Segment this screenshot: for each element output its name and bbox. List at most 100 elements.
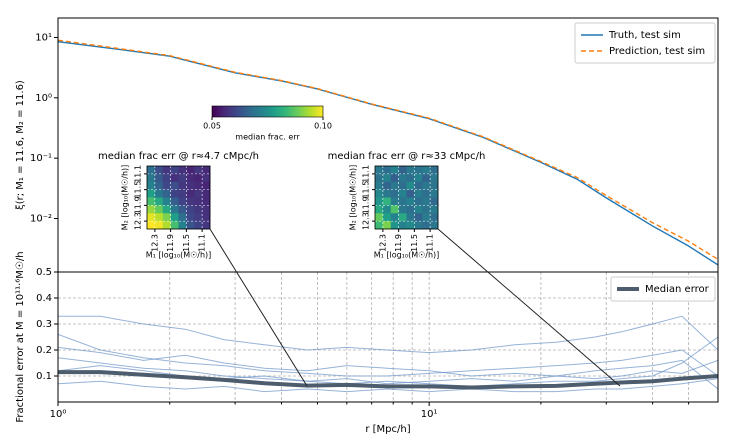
heatmap-cell — [406, 189, 415, 198]
x-tick-label: 11.1 — [198, 234, 207, 252]
heatmap-cell — [202, 173, 211, 183]
heatmap-cell — [170, 189, 179, 198]
heatmap-cell — [414, 221, 423, 230]
heatmap-cell — [178, 213, 187, 222]
y-tick-label: 11.9 — [134, 196, 143, 214]
y-tick-label: 10⁻² — [30, 214, 52, 225]
heatmap-cell — [375, 205, 384, 214]
heatmap-cell — [147, 213, 156, 222]
heatmap-cell — [147, 173, 156, 183]
heatmap-cell — [170, 205, 179, 214]
heatmap-cell — [398, 213, 407, 222]
heatmap-cell — [382, 189, 392, 198]
heatmap-cell — [422, 213, 431, 222]
heatmap-cell — [162, 213, 171, 222]
heatmap-cell — [430, 189, 439, 198]
heatmap-cell — [414, 189, 423, 198]
y-tick-label: 10⁻¹ — [30, 153, 52, 164]
inset-title: median frac err @ r≈4.7 cMpc/h — [98, 151, 259, 162]
sample-line — [58, 315, 718, 354]
heatmap-cell — [422, 221, 431, 230]
heatmap-cell — [202, 166, 211, 175]
heatmap-cell — [375, 197, 384, 206]
y-tick-label: 12.3 — [134, 212, 143, 230]
x-tick-label: 11.5 — [410, 234, 419, 252]
x-tick-label: 11.1 — [426, 234, 435, 252]
x-tick-label: 12.3 — [378, 234, 387, 252]
heatmap-cell — [154, 181, 164, 190]
inset-title: median frac err @ r≈33 cMpc/h — [328, 151, 486, 162]
x-tick-label: 11.5 — [182, 234, 191, 252]
y-tick-label: 0.4 — [36, 293, 52, 304]
colorbar-tick-label: 0.10 — [314, 122, 332, 131]
heatmap-cell — [390, 166, 399, 175]
heatmap-cell — [398, 197, 407, 206]
heatmap-cell — [398, 205, 407, 214]
heatmap-cell — [414, 181, 423, 190]
heatmap-cell — [154, 197, 164, 206]
heatmap-cell — [422, 197, 431, 206]
heatmap-cell — [375, 213, 384, 222]
y-tick-label: 11.5 — [134, 181, 143, 199]
heatmap-cell — [382, 221, 392, 230]
heatmap-cell — [414, 197, 423, 206]
y-tick-label: 11.9 — [362, 196, 371, 214]
x-tick-label: 11.9 — [394, 234, 403, 252]
heatmap-cell — [406, 173, 415, 183]
heatmap-cell — [154, 189, 164, 198]
heatmap-cell — [382, 197, 392, 206]
heatmap-cell — [430, 205, 439, 214]
connector — [437, 228, 621, 387]
inset-x-label: M₁ [log₁₀(M☉/h)] — [374, 251, 440, 260]
heatmap-cell — [390, 197, 399, 206]
heatmap-cell — [170, 197, 179, 206]
heatmap-cell — [154, 213, 164, 222]
x-tick-label: 12.3 — [150, 234, 159, 252]
y-tick-label: 11.5 — [362, 181, 371, 199]
heatmap-cell — [178, 181, 187, 190]
sample-line — [58, 378, 718, 393]
heatmap-cell — [178, 205, 187, 214]
heatmap-cell — [154, 221, 164, 230]
heatmap-cell — [422, 205, 431, 214]
heatmap-cell — [375, 181, 384, 190]
heatmap-cell — [390, 205, 399, 214]
heatmap-cell — [162, 205, 171, 214]
heatmap-cell — [202, 181, 211, 190]
heatmap-cell — [154, 173, 164, 183]
heatmap-cell — [398, 221, 407, 230]
heatmap-cell — [202, 197, 211, 206]
heatmap-cell — [375, 221, 384, 230]
legend-box — [574, 22, 716, 64]
heatmap-cell — [414, 173, 423, 183]
heatmap-cell — [406, 205, 415, 214]
heatmap-cell — [194, 205, 203, 214]
heatmap-cell — [390, 189, 399, 198]
heatmap-cell — [162, 221, 171, 230]
y-tick-label: 0.5 — [36, 267, 52, 278]
heatmap-cell — [202, 205, 211, 214]
heatmap-cell — [390, 173, 399, 183]
heatmap-cell — [406, 197, 415, 206]
y-tick-label: 11.1 — [134, 165, 143, 183]
heatmap-cell — [170, 221, 179, 230]
y-tick-label: 12.3 — [362, 212, 371, 230]
heatmap-cell — [390, 221, 399, 230]
heatmap-cell — [398, 181, 407, 190]
y-tick-label: 0.1 — [36, 371, 52, 382]
legend-label: Truth, test sim — [608, 30, 681, 41]
heatmap-cell — [147, 166, 156, 175]
inset-x-label: M₁ [log₁₀(M☉/h)] — [146, 251, 212, 260]
heatmap-cell — [390, 181, 399, 190]
heatmap-cell — [398, 166, 407, 175]
sample-line — [58, 336, 718, 387]
heatmap-cell — [382, 213, 392, 222]
x-tick-label: 11.9 — [166, 234, 175, 252]
heatmap-cell — [147, 221, 156, 230]
y-axis-label: Fractional error at M = 10¹¹·⁶M☉/h — [15, 251, 26, 422]
heatmap-cell — [170, 173, 179, 183]
plot-area — [58, 272, 718, 402]
heatmap-cell — [147, 189, 156, 198]
heatmap-cell — [178, 221, 187, 230]
heatmap-cell — [202, 221, 211, 230]
